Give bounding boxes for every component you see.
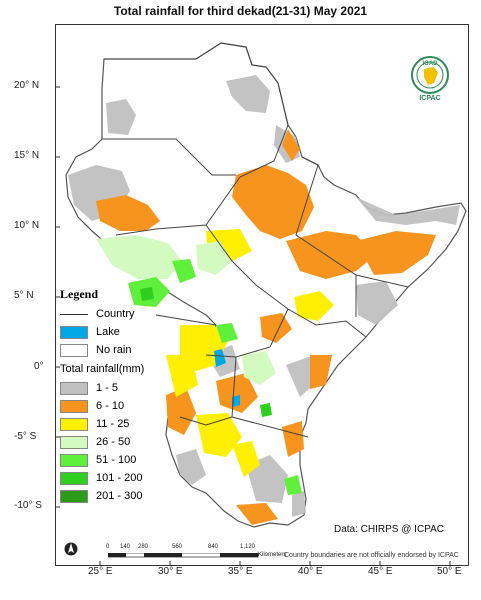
north-arrow-icon xyxy=(64,540,78,558)
legend: Legend Country Lake No rain Total rainfa… xyxy=(58,287,183,505)
legend-no-rain: No rain xyxy=(58,341,183,359)
legend-class-row: 26 - 50 xyxy=(58,433,183,451)
legend-country-label: Country xyxy=(96,308,135,320)
class-swatch xyxy=(60,489,88,503)
legend-lake-label: Lake xyxy=(96,326,120,338)
legend-country: Country xyxy=(58,305,183,323)
legend-class-row: 6 - 10 xyxy=(58,397,183,415)
lat-label-15n: 15° N xyxy=(14,150,40,161)
map-frame xyxy=(55,24,469,566)
map-ticks xyxy=(56,86,451,565)
scale-label: 840 xyxy=(208,544,219,550)
lon-label-40e: 40° E xyxy=(298,566,323,577)
scale-label: 560 xyxy=(172,544,183,550)
class-swatch xyxy=(60,381,88,395)
scale-label: 140 xyxy=(120,544,131,550)
legend-class-label: 6 - 10 xyxy=(96,400,125,412)
rain-class-6-10 xyxy=(96,129,436,525)
class-swatch xyxy=(60,435,88,449)
legend-class-row: 51 - 100 xyxy=(58,451,183,469)
scale-label: 1,120 xyxy=(240,544,256,550)
lake-swatch xyxy=(60,325,88,339)
class-swatch xyxy=(60,453,88,467)
rain-class-11-25 xyxy=(166,229,334,477)
scale-label: 280 xyxy=(138,544,149,550)
rain-class-26-50 xyxy=(96,235,276,385)
rainfall-map xyxy=(56,42,467,565)
legend-class-label: 26 - 50 xyxy=(96,436,131,448)
map-title: Total rainfall for third dekad(21-31) Ma… xyxy=(113,4,368,18)
legend-class-label: 51 - 100 xyxy=(96,454,137,466)
lakes xyxy=(214,349,240,407)
legend-class-row: 11 - 25 xyxy=(58,415,183,433)
disclaimer-text: Country boundaries are not officially en… xyxy=(284,552,459,559)
data-credit: Data: CHIRPS @ ICPAC xyxy=(334,524,444,535)
rain-class-1-5 xyxy=(68,75,460,517)
lat-label-10s: -10° S xyxy=(14,500,42,511)
legend-heading: Legend xyxy=(60,287,99,301)
lat-label-5s: -5° S xyxy=(14,431,37,442)
legend-no-rain-label: No rain xyxy=(96,344,132,356)
scale-unit: Kilometers xyxy=(258,552,287,558)
country-borders xyxy=(102,42,409,438)
scale-label: 0 xyxy=(106,544,110,550)
lon-label-25e: 25° E xyxy=(88,566,113,577)
legend-classes-title: Total rainfall(mm) xyxy=(60,363,145,375)
icpac-logo: IGAD ICPAC xyxy=(408,55,452,105)
legend-class-row: 201 - 300 xyxy=(58,487,183,505)
lat-label-20n: 20° N xyxy=(14,80,40,91)
legend-class-label: 1 - 5 xyxy=(96,382,119,394)
lat-label-5n: 5° N xyxy=(14,290,34,301)
legend-class-label: 101 - 200 xyxy=(96,472,143,484)
country-line-swatch xyxy=(60,308,88,321)
lon-label-35e: 35° E xyxy=(228,566,253,577)
logo-bottom-text: ICPAC xyxy=(419,95,441,102)
logo-top-text: IGAD xyxy=(422,61,438,67)
legend-class-label: 11 - 25 xyxy=(96,418,130,430)
legend-lake: Lake xyxy=(58,323,183,341)
no-rain-swatch xyxy=(60,343,88,357)
class-swatch xyxy=(60,399,88,413)
legend-class-row: 1 - 5 xyxy=(58,379,183,397)
lon-label-30e: 30° E xyxy=(158,566,183,577)
class-swatch xyxy=(60,417,88,431)
class-swatch xyxy=(60,471,88,485)
lat-label-0: 0° xyxy=(34,361,44,372)
lon-label-50e: 50° E xyxy=(437,566,462,577)
lon-label-45e: 45° E xyxy=(368,566,393,577)
lat-label-10n: 10° N xyxy=(14,220,40,231)
legend-class-row: 101 - 200 xyxy=(58,469,183,487)
scale-bar: 0 140 280 560 840 1,120 Kilometers xyxy=(100,544,300,564)
legend-class-label: 201 - 300 xyxy=(96,490,143,502)
rain-class-101-200 xyxy=(140,287,272,417)
